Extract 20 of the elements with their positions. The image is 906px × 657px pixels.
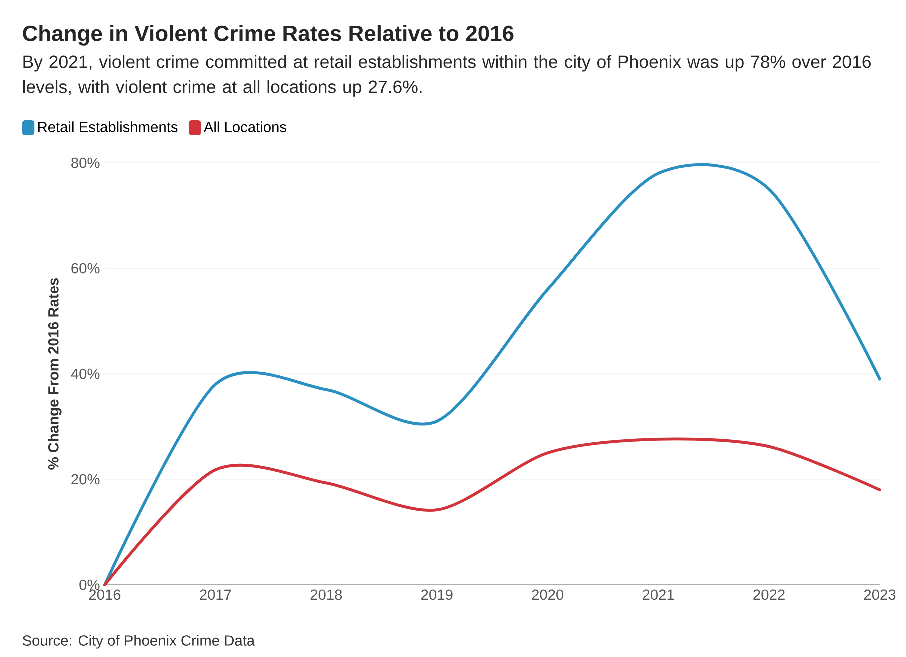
y-tick-label: 20% [72,474,100,485]
x-tick-label: 2017 [200,590,232,600]
x-tick-label: 2019 [422,590,453,600]
y-tick-label: 60% [72,263,100,274]
line-series [104,438,882,586]
x-tick-label: 2022 [754,590,785,600]
x-tick-label: 2018 [310,590,342,600]
x-tick-label: 2020 [532,590,564,600]
y-tick-label: 80% [72,158,100,168]
y-tick-label: 0% [80,580,100,590]
source-note: Source: City of Phoenix Crime Data [22,635,256,649]
legend-label: Retail Establishments [38,122,178,132]
legend-label: All Locations [204,122,286,132]
x-tick-label: 2016 [89,590,121,600]
chart-subtitle: By 2021, violent crime committed at retail establishments within the city of Phoenix was up 78% over 2016 levels, with violent crime at all locations up 27.6%. [23,55,871,97]
x-tick-label: 2023 [864,590,896,600]
x-tick-label: 2021 [642,590,674,600]
y-tick-label: 40% [71,368,100,380]
chart-title: Change in Violent Crime Rates Relative to 2016 [23,25,514,46]
y-axis-title: % Change From 2016 Rates [48,278,62,470]
